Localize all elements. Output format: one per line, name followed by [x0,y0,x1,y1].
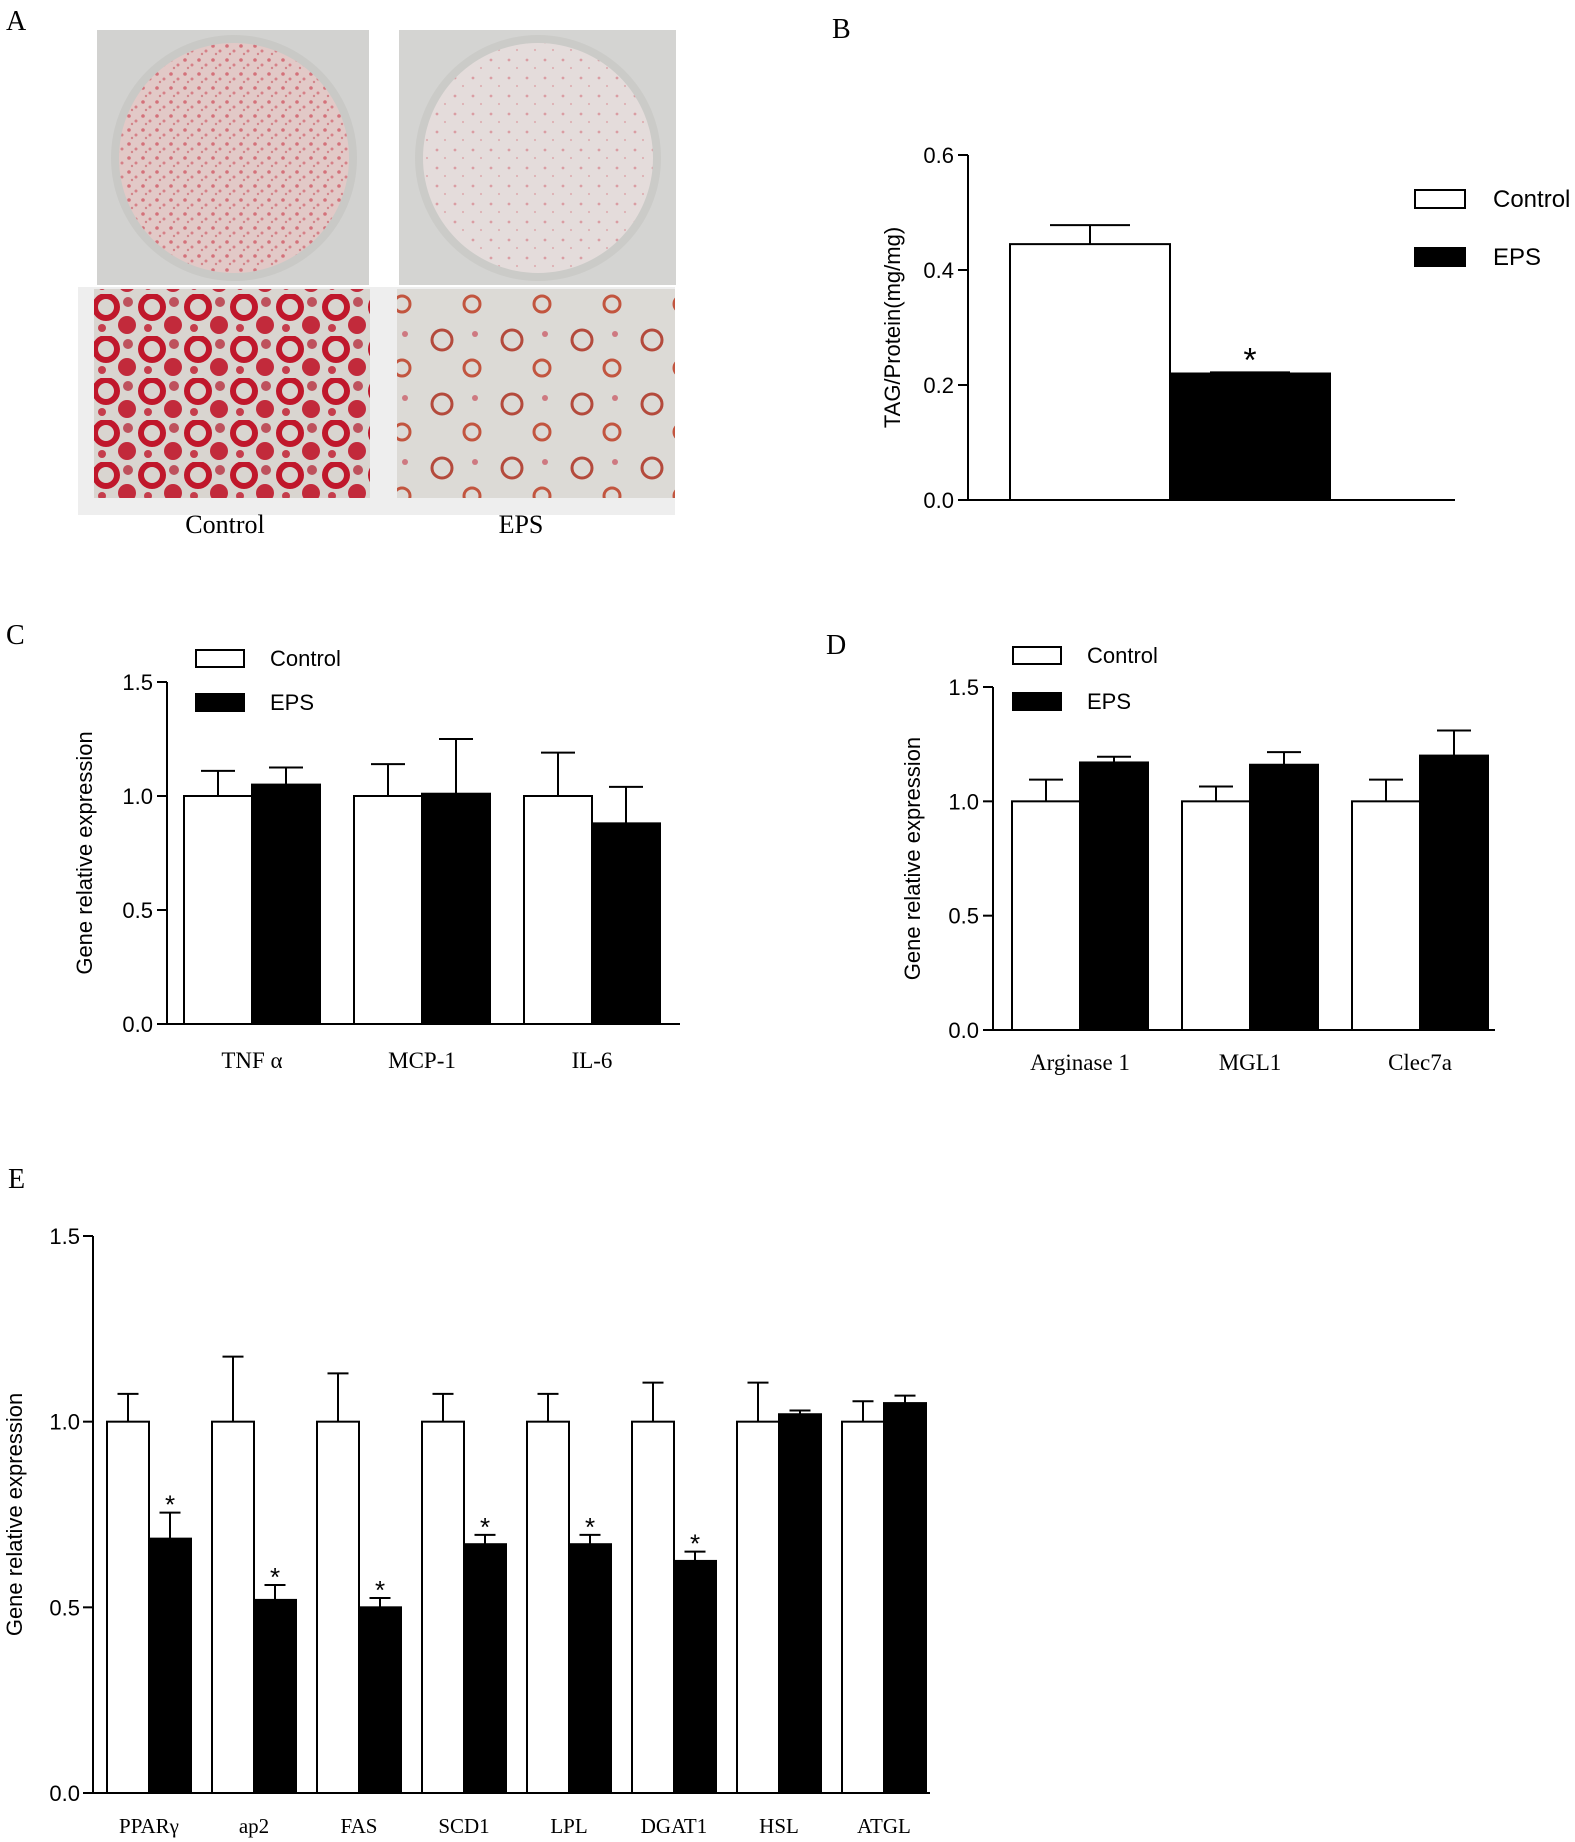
y-tick-label-e: 0.0 [49,1781,80,1806]
bar-e-eps-4 [568,1543,612,1794]
y-tick-label-b: 0.2 [923,373,954,398]
x-tick-label-d: MGL1 [1219,1050,1282,1075]
y-axis-label-e: Gene relative expression [2,1393,27,1636]
legend-swatch-d-control [1012,646,1062,665]
x-tick-label-e: HSL [759,1814,799,1838]
bar-c-control-2 [523,795,593,1025]
x-tick-label-e: ATGL [857,1814,911,1838]
bar-e-eps-5 [673,1559,717,1794]
bar-e-eps-7 [883,1402,927,1794]
x-tick-label-e: SCD1 [438,1814,489,1838]
panel-letter-e: E [8,1164,25,1195]
y-tick-label-c: 0.0 [122,1012,153,1037]
y-tick-label-d: 0.5 [948,904,979,929]
bar-c-eps-2 [591,822,661,1025]
x-tick-label-d: Clec7a [1388,1050,1452,1075]
chart-e: 0.0 0.5 1.0 1.5 Gene relative expression * PPA… [2,1224,930,1838]
legend-label-b-eps: EPS [1493,244,1541,271]
significance-star-e-3: * [480,1512,490,1542]
bar-c-control-0 [183,795,253,1025]
y-tick-label-b: 0.0 [923,488,954,513]
x-tick-label-e: ap2 [239,1814,269,1838]
bar-c-control-1 [353,795,423,1025]
y-axis-label-d: Gene relative expression [900,737,925,980]
y-tick-label-b: 0.4 [923,258,954,283]
chart-c: 0.0 0.5 1.0 1.5 Gene relative expression TNF … [72,646,680,1073]
y-tick-label-d: 0.0 [948,1018,979,1043]
y-axis-label-c: Gene relative expression [72,731,97,974]
x-tick-label-e: PPARγ [119,1814,179,1838]
significance-star-b-0: * [1243,341,1256,379]
y-tick-label-c: 1.0 [122,784,153,809]
panel-letter-a: A [6,6,27,37]
bar-d-control-0 [1011,800,1081,1031]
y-tick-label-e: 1.5 [49,1224,80,1249]
legend-label-c-eps: EPS [270,690,314,715]
bar-e-eps-3 [463,1543,507,1794]
y-tick-label-e: 1.0 [49,1410,80,1435]
legend-label-c-control: Control [270,646,341,671]
bar-e-control-6 [736,1420,780,1794]
y-axis-label-b: TAG/Protein(mg/mg) [880,227,905,428]
significance-star-e-4: * [585,1512,595,1542]
micrograph-eps [397,289,675,498]
bar-e-control-2 [316,1420,360,1794]
bar-b-control-0 [1009,243,1171,501]
well-image-control [97,30,369,285]
y-tick-label-d: 1.0 [948,789,979,814]
significance-star-e-1: * [270,1562,280,1592]
x-tick-label-c: TNF α [221,1048,282,1073]
bar-c-eps-0 [251,783,321,1025]
significance-star-e-2: * [375,1575,385,1605]
significance-star-e-5: * [690,1529,700,1559]
y-tick-label-c: 0.5 [122,898,153,923]
significance-star-e-0: * [165,1490,175,1520]
panel-letter-b: B [832,14,851,45]
chart-b: 0.0 0.2 0.4 0.6 TAG/Protein(mg/mg) * Control EP… [880,143,1570,513]
bar-e-control-1 [211,1420,255,1794]
bar-e-control-5 [631,1420,675,1794]
micrograph-label-eps: EPS [499,510,544,539]
micrograph-control [94,289,370,498]
chart-d: 0.0 0.5 1.0 1.5 Gene relative expression Argi… [900,643,1495,1075]
bar-d-eps-2 [1419,754,1489,1031]
bar-e-control-4 [526,1420,570,1794]
bar-d-control-2 [1351,800,1421,1031]
legend-swatch-d-eps [1012,692,1062,711]
legend-label-d-control: Control [1087,643,1158,668]
y-tick-label-d: 1.5 [948,675,979,700]
panel-letter-d: D [826,630,846,661]
bar-e-eps-0 [148,1537,192,1795]
bar-e-eps-2 [358,1606,402,1795]
bar-b-eps-0 [1169,372,1331,501]
bar-e-control-3 [421,1420,465,1794]
legend-swatch-b-eps [1414,247,1466,267]
bar-c-eps-1 [421,792,491,1025]
well-image-eps [399,30,676,285]
y-tick-label-c: 1.5 [122,670,153,695]
bar-d-eps-1 [1249,763,1319,1031]
panel-letter-c: C [6,620,25,651]
bar-d-control-1 [1181,800,1251,1031]
bar-e-eps-6 [778,1413,822,1794]
x-tick-label-e: DGAT1 [641,1814,708,1838]
bar-e-control-0 [106,1420,150,1794]
micrograph-label-control: Control [185,510,264,539]
legend-swatch-c-control [195,649,245,668]
legend-label-b-control: Control [1493,186,1570,213]
legend-label-d-eps: EPS [1087,689,1131,714]
bar-e-control-7 [841,1420,885,1794]
x-tick-label-c: MCP-1 [388,1048,456,1073]
y-tick-label-b: 0.6 [923,143,954,168]
legend-swatch-c-eps [195,693,245,712]
bar-e-eps-1 [253,1598,297,1794]
legend-swatch-b-control [1414,189,1466,209]
bar-d-eps-0 [1079,761,1149,1032]
x-tick-label-e: FAS [341,1814,378,1838]
y-tick-label-e: 0.5 [49,1595,80,1620]
x-tick-label-c: IL-6 [572,1048,613,1073]
x-tick-label-d: Arginase 1 [1030,1050,1130,1075]
x-tick-label-e: LPL [550,1814,587,1838]
